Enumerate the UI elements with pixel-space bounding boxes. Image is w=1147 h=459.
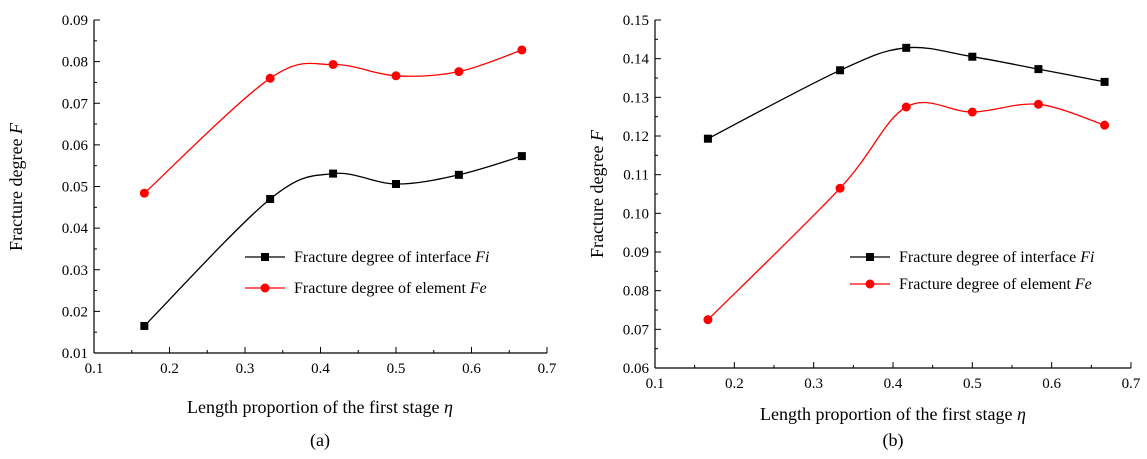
data-point-square	[392, 180, 400, 189]
y-tick-label: 0.09	[623, 245, 649, 261]
legend-text: Fracture degree of interface	[899, 249, 1076, 266]
legend-symbol: Fe	[1074, 276, 1092, 293]
legend-text: Fracture degree of element	[294, 280, 466, 297]
data-point-circle	[835, 183, 845, 193]
data-point-circle	[703, 315, 713, 325]
y-tick-label: 0.15	[623, 13, 649, 29]
data-point-circle	[265, 73, 275, 83]
y-tick-label: 0.13	[623, 90, 649, 106]
data-point-square	[968, 52, 977, 61]
series-line-interface	[143, 155, 523, 327]
x-tick-label: 0.5	[963, 376, 982, 392]
y-tick-label: 0.04	[62, 221, 89, 237]
y-tick-label: 0.06	[623, 361, 650, 377]
data-point-square	[140, 321, 149, 330]
legend-text: Fracture degree of interface	[294, 249, 471, 266]
data-point-square	[836, 66, 845, 75]
y-axis-title: Fracture degree F	[6, 122, 26, 251]
data-point-square	[517, 152, 526, 161]
legend-symbol: Fi	[1079, 249, 1094, 266]
legend-text: Fracture degree of element	[899, 276, 1071, 293]
y-tick-label: 0.07	[623, 322, 650, 338]
legend-label: Fracture degree of element Fe	[899, 276, 1092, 293]
x-tick-label: 0.4	[884, 376, 903, 392]
x-tick-label: 0.7	[1122, 376, 1141, 392]
y-tick-label: 0.12	[623, 129, 649, 145]
legend-entry-interface: Fracture degree of interface Fi	[245, 249, 489, 266]
y-axis-title-text: Fracture degree	[6, 139, 26, 251]
data-point-circle	[517, 45, 527, 55]
x-tick-label: 0.6	[462, 361, 481, 377]
y-tick-label: 0.09	[62, 13, 88, 29]
x-axis-title: Length proportion of the first stage η	[187, 397, 453, 417]
y-tick-label: 0.08	[62, 55, 88, 71]
y-tick-label: 0.05	[62, 180, 88, 196]
data-point-circle	[454, 67, 464, 77]
x-tick-label: 0.5	[387, 361, 406, 377]
x-axis-title-text: Length proportion of the first stage	[187, 397, 439, 417]
x-tick-label: 0.1	[646, 376, 665, 392]
x-tick-label: 0.3	[804, 376, 823, 392]
x-tick-label: 0.3	[236, 361, 255, 377]
data-point-square	[329, 169, 338, 178]
legend-symbol: Fi	[474, 249, 489, 266]
data-point-circle	[139, 188, 149, 198]
data-point-circle	[967, 107, 977, 117]
y-tick-label: 0.02	[62, 304, 88, 320]
x-tick-label: 0.6	[1042, 376, 1061, 392]
panel-label: (b)	[883, 430, 904, 451]
x-tick-label: 0.1	[85, 361, 104, 377]
data-point-circle	[1100, 120, 1110, 130]
data-point-square	[902, 43, 911, 52]
y-axis-title-text: Fracture degree	[587, 146, 607, 258]
legend-symbol: Fe	[469, 280, 487, 297]
x-axis-title: Length proportion of the first stage η	[760, 404, 1026, 424]
data-point-square	[1034, 65, 1043, 74]
y-tick-label: 0.07	[62, 96, 89, 112]
x-tick-label: 0.7	[538, 361, 557, 377]
y-axis-symbol: F	[587, 129, 607, 142]
legend-label: Fracture degree of interface Fi	[899, 249, 1094, 266]
y-tick-label: 0.11	[623, 168, 649, 184]
data-point-circle	[901, 102, 911, 112]
x-axis-title-text: Length proportion of the first stage	[760, 404, 1012, 424]
data-point-circle	[328, 60, 338, 70]
data-point-circle	[391, 71, 401, 81]
data-point-square	[266, 194, 275, 203]
x-tick-label: 0.2	[160, 361, 179, 377]
data-point-square	[1100, 77, 1109, 86]
legend-entry-element: Fracture degree of element Fe	[850, 276, 1092, 293]
x-axis-symbol: η	[1017, 404, 1026, 424]
y-tick-label: 0.10	[623, 206, 649, 222]
data-point-square	[703, 134, 712, 143]
data-point-square	[454, 170, 463, 179]
legend-entry-element: Fracture degree of element Fe	[245, 280, 487, 297]
y-tick-label: 0.08	[623, 284, 649, 300]
y-axis-symbol: F	[6, 122, 26, 135]
x-tick-label: 0.2	[725, 376, 744, 392]
chart-panel-b: 0.1 0.2 0.3 0.4 0.5 0.6 0.7 0.06 0.07 0.08 0.09 0.1…	[587, 13, 1141, 451]
y-tick-label: 0.14	[623, 52, 650, 68]
data-point-circle	[1033, 99, 1043, 109]
x-axis-symbol: η	[444, 397, 453, 417]
panel-label: (a)	[310, 430, 330, 451]
legend-entry-interface: Fracture degree of interface Fi	[850, 249, 1094, 266]
legend-circle-marker	[260, 283, 270, 293]
legend-label: Fracture degree of interface Fi	[294, 249, 489, 266]
y-tick-label: 0.06	[62, 138, 89, 154]
legend-square-marker	[261, 253, 269, 261]
chart-panel-a: 0.1 0.2 0.3 0.4 0.5 0.6 0.7 0.01 0.02 0.03 0.04 0.0…	[6, 13, 557, 451]
legend-circle-marker	[865, 279, 875, 289]
y-axis-title: Fracture degree F	[587, 129, 607, 258]
y-tick-label: 0.01	[62, 346, 88, 362]
legend-square-marker	[866, 253, 874, 261]
y-tick-label: 0.03	[62, 263, 88, 279]
legend-label: Fracture degree of element Fe	[294, 280, 487, 297]
series-line-interface	[707, 46, 1105, 140]
x-tick-label: 0.4	[311, 361, 330, 377]
